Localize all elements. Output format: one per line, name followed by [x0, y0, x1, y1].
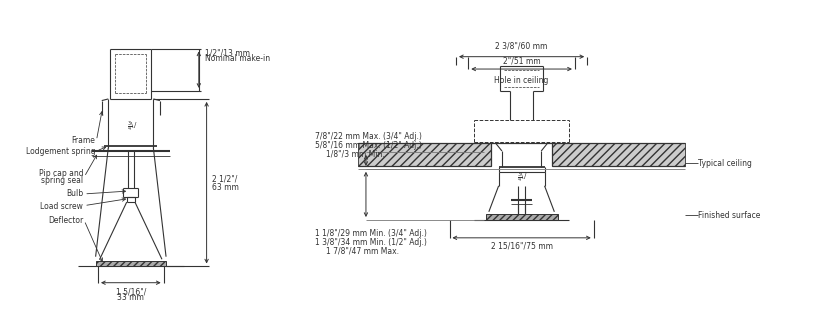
Text: 5/8"/16 mm Max. (1/2" Adj.): 5/8"/16 mm Max. (1/2" Adj.): [315, 141, 422, 150]
Text: 2 1/2"/: 2 1/2"/: [212, 175, 238, 184]
Text: Bulb: Bulb: [67, 189, 83, 198]
Text: Load screw: Load screw: [40, 202, 83, 211]
Text: 1 5/16"/: 1 5/16"/: [116, 288, 146, 297]
Text: 1/8"/3 mm Min.: 1/8"/3 mm Min.: [326, 150, 385, 158]
Text: Lodgement spring: Lodgement spring: [26, 147, 95, 156]
Text: 1 7/8"/47 mm Max.: 1 7/8"/47 mm Max.: [326, 247, 399, 256]
Polygon shape: [486, 214, 557, 220]
Text: 1 1/8"/29 mm Min. (3/4" Adj.): 1 1/8"/29 mm Min. (3/4" Adj.): [315, 229, 427, 238]
Text: Nominal make-in: Nominal make-in: [206, 54, 270, 63]
Text: 33 mm: 33 mm: [118, 293, 145, 302]
Text: 7/8"/22 mm Max. (3/4" Adj.): 7/8"/22 mm Max. (3/4" Adj.): [315, 132, 422, 141]
Text: 1 3/8"/34 mm Min. (1/2" Adj.): 1 3/8"/34 mm Min. (1/2" Adj.): [315, 238, 427, 247]
Text: Frame: Frame: [72, 136, 95, 145]
Text: spring seal: spring seal: [41, 176, 83, 185]
Polygon shape: [552, 143, 686, 166]
Polygon shape: [358, 143, 491, 166]
Text: Pip cap and: Pip cap and: [39, 169, 83, 177]
Text: Typical ceiling: Typical ceiling: [698, 158, 751, 168]
Text: $\mathsf{\frac{3}{4}}$$\backslash$/: $\mathsf{\frac{3}{4}}$$\backslash$/: [517, 171, 528, 185]
Polygon shape: [95, 260, 166, 266]
Text: 2"/51 mm: 2"/51 mm: [503, 57, 540, 66]
Text: 2 3/8"/60 mm: 2 3/8"/60 mm: [496, 42, 547, 51]
Text: 1/2"/13 mm: 1/2"/13 mm: [206, 49, 251, 58]
Text: $\mathsf{\frac{3}{4}}$$\backslash$/: $\mathsf{\frac{3}{4}}$$\backslash$/: [127, 119, 138, 134]
Text: 63 mm: 63 mm: [212, 183, 239, 192]
Text: Finished surface: Finished surface: [698, 211, 760, 219]
Text: 2 15/16"/75 mm: 2 15/16"/75 mm: [491, 242, 552, 251]
Text: Deflector: Deflector: [48, 216, 83, 225]
Text: Hole in ceiling: Hole in ceiling: [494, 76, 549, 85]
